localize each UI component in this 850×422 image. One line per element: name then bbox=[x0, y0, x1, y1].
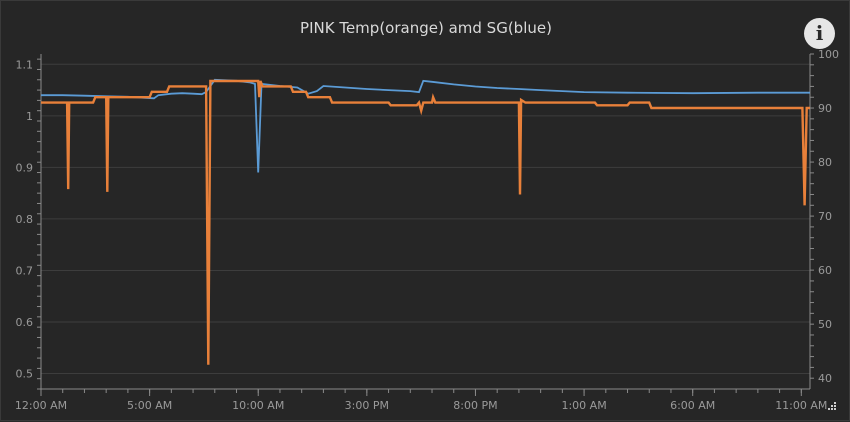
x-tick-label: 5:00 AM bbox=[127, 399, 172, 412]
x-tick-label: 1:00 AM bbox=[561, 399, 606, 412]
x-tick-label: 8:00 PM bbox=[453, 399, 497, 412]
y-right-tick-label: 90 bbox=[818, 102, 832, 115]
x-tick-label: 3:00 PM bbox=[345, 399, 389, 412]
y-left-tick-label: 0.5 bbox=[16, 368, 34, 381]
y-left-tick-label: 0.6 bbox=[16, 316, 34, 329]
resize-grip-icon[interactable] bbox=[827, 401, 837, 411]
y-right-tick-label: 60 bbox=[818, 264, 832, 277]
y-right-tick-label: 40 bbox=[818, 372, 832, 385]
series-lines bbox=[41, 78, 810, 365]
x-tick-label: 11:00 AM bbox=[775, 399, 827, 412]
y-right-tick-label: 100 bbox=[818, 48, 839, 61]
y-left-tick-label: 1.1 bbox=[16, 58, 34, 71]
y-right-tick-label: 80 bbox=[818, 156, 832, 169]
y-left-tick-label: 0.7 bbox=[16, 264, 34, 277]
chart-title: PINK Temp(orange) amd SG(blue) bbox=[300, 19, 552, 37]
y-left-tick-label: 0.8 bbox=[16, 213, 34, 226]
info-icon[interactable]: i bbox=[804, 18, 835, 49]
grid-lines bbox=[41, 63, 810, 375]
series-line-sg bbox=[41, 78, 810, 173]
x-tick-label: 12:00 AM bbox=[15, 399, 67, 412]
series-line-temp bbox=[41, 79, 810, 365]
axes: 0.5 0.6 0.7 0.8 0.9 1 1.1 40 50 60 70 80 90 100 12:00 … bbox=[15, 48, 839, 412]
x-tick-label: 6:00 AM bbox=[670, 399, 715, 412]
x-tick-label: 10:00 AM bbox=[232, 399, 284, 412]
y-left-tick-label: 0.9 bbox=[16, 161, 34, 174]
y-left-tick-label: 1 bbox=[26, 110, 33, 123]
y-right-tick-label: 50 bbox=[818, 318, 832, 331]
y-right-tick-label: 70 bbox=[818, 210, 832, 223]
